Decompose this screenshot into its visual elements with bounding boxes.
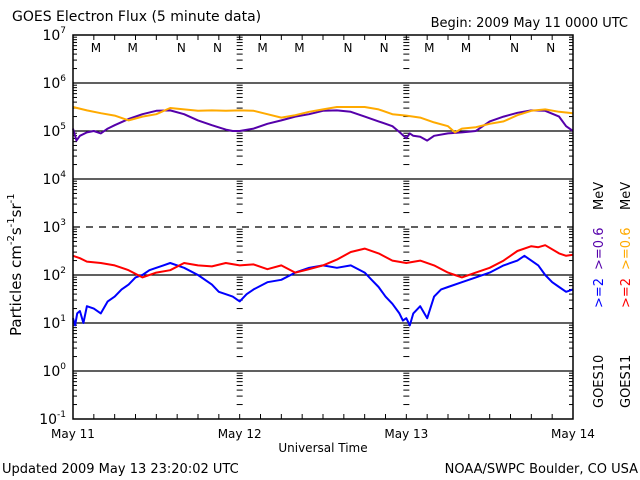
- y-axis-label-s: s: [7, 227, 25, 235]
- x-axis-label: Universal Time: [278, 441, 367, 455]
- legend-goes10-e2: >=2: [592, 278, 607, 308]
- marker-label: N: [546, 41, 555, 55]
- chart-title: GOES Electron Flux (5 minute data): [12, 9, 261, 25]
- marker-label: M: [294, 41, 304, 55]
- y-tick-label: 102: [42, 266, 66, 284]
- svg-text:GOES11 >=2 >=0: GOES11 >=2 >=0.6 MeV: [619, 182, 634, 408]
- legend-goes11-name: GOES11: [619, 355, 634, 408]
- x-tick-label: May 11: [51, 427, 95, 441]
- y-tick-labels: 107 106 105 104 103 102 101 100 10-1: [39, 26, 66, 428]
- legend-goes10: GOES10 >=2 >=0.6 MeV: [592, 182, 607, 408]
- x-tick-label: May 13: [384, 427, 428, 441]
- series-line-3: [72, 244, 574, 279]
- x-tick-label: May 14: [551, 427, 595, 441]
- legend-goes11-e2: >=2: [619, 278, 634, 308]
- marker-label: N: [344, 41, 353, 55]
- y-axis-label-exp1: -2: [6, 235, 17, 245]
- y-tick-label: 10-1: [39, 410, 66, 428]
- legend-goes11-e06: >=0.6: [619, 228, 634, 270]
- legend-goes10-unit: MeV: [592, 182, 607, 210]
- marker-label: M: [424, 41, 434, 55]
- begin-label: Begin: 2009 May 11 0000 UTC: [431, 16, 628, 31]
- series-layer: [72, 106, 574, 327]
- marker-label: N: [510, 41, 519, 55]
- marker-label: M: [128, 41, 138, 55]
- y-axis-label: Particles cm-2s-1sr-1: [6, 193, 25, 336]
- plot-frame: [72, 34, 574, 420]
- marker-label: N: [213, 41, 222, 55]
- y-tick-label: 104: [42, 170, 66, 188]
- marker-label: N: [380, 41, 389, 55]
- credit-label: NOAA/SWPC Boulder, CO USA: [445, 462, 638, 477]
- x-tick-labels: May 11 May 12 May 13 May 14: [51, 427, 595, 441]
- x-tick-label: May 12: [218, 427, 262, 441]
- gridlines: [73, 82, 573, 372]
- legend-goes10-e06: >=0.6: [592, 228, 607, 270]
- legend-goes10-name: GOES10: [592, 355, 607, 408]
- legend: GOES10 >=2 >=0.6 MeV GOES11 >=2 >=0.6 Me…: [592, 182, 634, 408]
- updated-timestamp: Updated 2009 May 13 23:20:02 UTC: [2, 462, 239, 477]
- y-tick-label: 101: [42, 314, 66, 332]
- legend-goes11-unit: MeV: [619, 182, 634, 210]
- marker-label: M: [91, 41, 101, 55]
- y-tick-label: 105: [42, 122, 66, 140]
- y-axis-label-main: Particles cm: [7, 245, 25, 336]
- marker-label: M: [257, 41, 267, 55]
- marker-label: N: [177, 41, 186, 55]
- svg-text:GOES10 >=2 >=0: GOES10 >=2 >=0.6 MeV: [592, 182, 607, 408]
- y-tick-label: 103: [42, 218, 66, 236]
- y-tick-label: 106: [42, 74, 66, 92]
- legend-goes11: GOES11 >=2 >=0.6 MeV: [619, 182, 634, 408]
- y-axis-label-exp2: -1: [6, 217, 17, 227]
- series-line-0: [72, 109, 574, 142]
- y-tick-label: 107: [42, 26, 66, 44]
- y-axis-label-exp3: -1: [6, 193, 17, 203]
- svg-text:Particles cm-2s-1sr-1: Particles cm-2s-1sr-1: [6, 193, 25, 336]
- series-line-1: [72, 106, 574, 134]
- marker-label: M: [461, 41, 471, 55]
- y-axis-label-sr: sr: [7, 203, 25, 218]
- y-tick-label: 100: [42, 362, 66, 380]
